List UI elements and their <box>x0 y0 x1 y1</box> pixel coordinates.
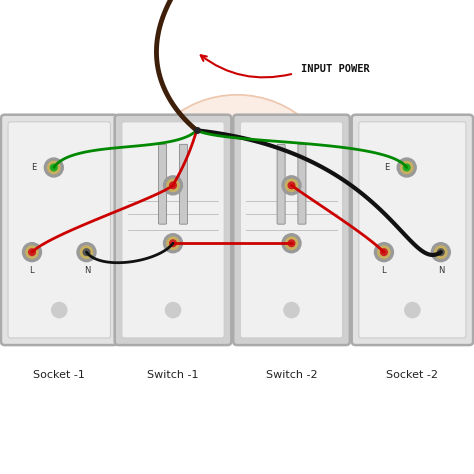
Circle shape <box>282 176 301 195</box>
Circle shape <box>401 161 413 173</box>
FancyBboxPatch shape <box>179 144 188 224</box>
Circle shape <box>288 240 295 246</box>
Circle shape <box>165 302 181 318</box>
Circle shape <box>77 243 96 262</box>
Text: E: E <box>384 163 390 172</box>
Circle shape <box>285 179 298 191</box>
Circle shape <box>282 234 301 253</box>
Circle shape <box>435 246 447 258</box>
Text: L: L <box>29 266 33 274</box>
Text: MB ELECTRICAL: MB ELECTRICAL <box>197 223 277 232</box>
Circle shape <box>23 243 42 262</box>
FancyBboxPatch shape <box>240 122 343 338</box>
Circle shape <box>164 176 182 195</box>
FancyBboxPatch shape <box>233 115 350 345</box>
Circle shape <box>167 179 179 191</box>
Circle shape <box>170 182 176 189</box>
Text: Socket -1: Socket -1 <box>33 370 85 380</box>
Circle shape <box>378 246 390 258</box>
Bar <box>230 201 244 213</box>
Text: Switch -1: Switch -1 <box>147 370 199 380</box>
Text: Switch -2: Switch -2 <box>266 370 317 380</box>
Circle shape <box>374 243 393 262</box>
FancyBboxPatch shape <box>352 115 473 345</box>
Circle shape <box>211 154 263 206</box>
FancyBboxPatch shape <box>8 122 110 338</box>
Circle shape <box>47 161 60 173</box>
Circle shape <box>170 240 176 246</box>
FancyBboxPatch shape <box>115 115 231 345</box>
Circle shape <box>167 237 179 249</box>
Text: Electrical servi...: Electrical servi... <box>211 244 263 249</box>
Circle shape <box>284 302 299 318</box>
Circle shape <box>133 95 341 303</box>
Circle shape <box>381 249 387 255</box>
Text: N: N <box>438 266 445 274</box>
FancyBboxPatch shape <box>1 115 118 345</box>
Circle shape <box>45 158 64 177</box>
Text: INPUT POWER: INPUT POWER <box>301 64 370 74</box>
Circle shape <box>285 237 298 249</box>
Circle shape <box>403 164 410 171</box>
FancyBboxPatch shape <box>158 144 166 224</box>
FancyBboxPatch shape <box>122 122 224 338</box>
FancyBboxPatch shape <box>359 122 466 338</box>
Circle shape <box>51 164 57 171</box>
Circle shape <box>431 243 450 262</box>
FancyBboxPatch shape <box>298 144 306 224</box>
Text: Socket -2: Socket -2 <box>386 370 438 380</box>
Text: E: E <box>31 163 36 172</box>
Circle shape <box>288 182 295 189</box>
Circle shape <box>80 246 93 258</box>
Circle shape <box>26 246 38 258</box>
Text: N: N <box>84 266 91 274</box>
Text: L: L <box>381 266 385 274</box>
Circle shape <box>164 234 182 253</box>
Circle shape <box>83 249 90 255</box>
Circle shape <box>397 158 416 177</box>
Circle shape <box>438 249 444 255</box>
Circle shape <box>52 302 67 318</box>
FancyBboxPatch shape <box>277 144 285 224</box>
Circle shape <box>29 249 36 255</box>
Circle shape <box>405 302 420 318</box>
